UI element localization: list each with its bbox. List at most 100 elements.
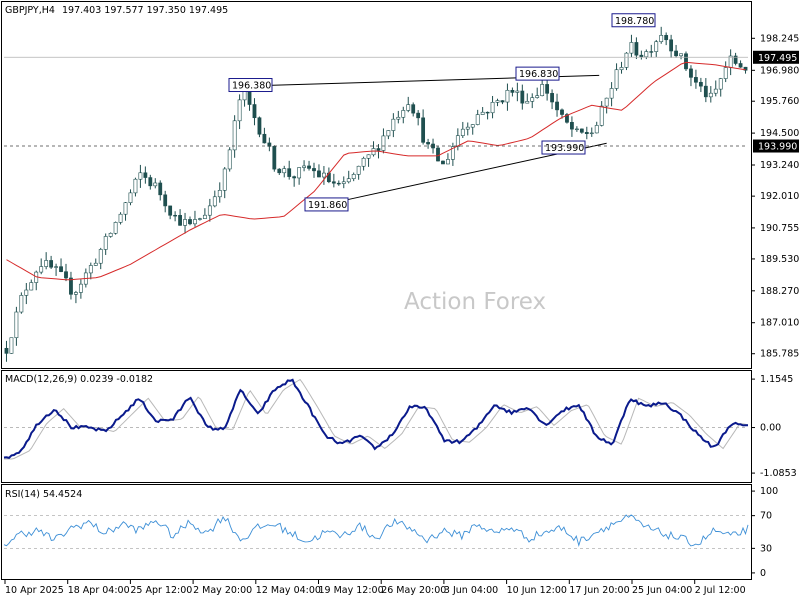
candle	[257, 116, 262, 138]
candle	[713, 80, 718, 97]
candle	[188, 216, 192, 226]
candle	[703, 78, 708, 103]
candle	[252, 98, 257, 126]
macd-axis-tick: 1.1545	[760, 374, 793, 385]
candle	[356, 165, 361, 180]
level-label-196.380: 196.380	[228, 78, 273, 93]
candle	[138, 164, 143, 188]
price-axis-tick: 194.500	[760, 128, 799, 139]
candle	[302, 160, 306, 172]
candle	[317, 164, 321, 178]
candle	[555, 93, 559, 117]
candle	[708, 86, 713, 103]
svg-text:193.990: 193.990	[758, 142, 797, 153]
candle	[4, 340, 9, 362]
candle	[599, 101, 604, 127]
macd-line	[3, 378, 748, 460]
time-axis-tick: 17 Jun 20:00	[569, 585, 629, 596]
rsi-axis-tick: 30	[760, 543, 772, 554]
candle	[361, 156, 366, 171]
candle	[133, 177, 138, 197]
candle	[123, 202, 128, 221]
candle	[118, 212, 123, 225]
candle	[336, 180, 341, 186]
candle	[545, 77, 550, 101]
rsi-line	[3, 514, 749, 548]
candle	[619, 61, 624, 74]
rsi-axis-tick: 0	[760, 568, 766, 579]
price-axis-tick: 190.755	[760, 223, 799, 234]
rsi-axis-tick: 100	[760, 486, 778, 497]
candle	[39, 258, 44, 275]
ohlc-values: 197.403 197.577 197.350 197.495	[62, 5, 228, 16]
candle	[108, 232, 113, 238]
time-axis-tick: 3 Jun 04:00	[444, 585, 498, 596]
candle	[29, 279, 34, 291]
candle	[287, 160, 292, 180]
candle	[664, 32, 669, 46]
candle	[292, 175, 297, 187]
sma-line	[6, 61, 746, 281]
candle	[579, 128, 584, 134]
candle	[262, 127, 267, 144]
candle	[460, 121, 465, 139]
candle	[698, 77, 703, 93]
price-panel	[1, 1, 752, 369]
candle	[98, 247, 103, 270]
level-label-191.860: 191.860	[304, 197, 349, 212]
price-axis-tick: 185.785	[760, 349, 799, 360]
time-axis-tick: 18 Apr 04:00	[68, 585, 130, 596]
price-axis-tick: 189.530	[760, 254, 799, 265]
candle	[659, 26, 664, 44]
time-axis-tick: 12 May 04:00	[256, 585, 321, 596]
candle	[227, 147, 232, 172]
candle	[475, 109, 480, 126]
candle	[689, 65, 693, 87]
candle	[168, 205, 173, 220]
rsi-label: RSI(14) 54.4524	[5, 489, 82, 500]
candle	[723, 61, 728, 83]
rsi-axis-tick: 70	[760, 511, 772, 522]
candle	[64, 263, 68, 282]
candle	[535, 87, 540, 99]
macd-panel	[1, 370, 752, 483]
candle	[297, 167, 302, 185]
candle	[88, 262, 93, 280]
candle	[198, 217, 202, 221]
candle	[103, 233, 108, 255]
candle	[436, 146, 440, 162]
candle	[738, 60, 743, 68]
level-label-196.830: 196.830	[515, 66, 560, 81]
candle	[312, 162, 316, 178]
candle	[684, 51, 688, 72]
candle	[341, 176, 346, 189]
candle	[624, 52, 629, 71]
candle	[158, 180, 163, 201]
candle	[78, 279, 83, 299]
candle	[143, 166, 148, 184]
symbol-label: GBPJPY,H4 197.403 197.577 197.350 197.49…	[5, 5, 228, 16]
candle	[9, 337, 14, 354]
candle	[629, 34, 634, 58]
macd-signal-line	[4, 378, 749, 460]
price-axis-tick: 198.245	[760, 33, 799, 44]
candle	[351, 172, 356, 182]
candle	[178, 209, 182, 226]
price-axis-tick: 196.980	[760, 65, 799, 76]
candle	[743, 66, 748, 74]
svg-text:197.495: 197.495	[758, 53, 797, 64]
candle	[426, 138, 430, 149]
candle	[416, 110, 421, 126]
candle	[366, 154, 371, 167]
time-axis-tick: 19 May 12:00	[319, 585, 384, 596]
watermark: Action Forex	[404, 289, 546, 315]
candle	[465, 122, 470, 136]
candle	[19, 292, 24, 314]
candle	[346, 170, 351, 184]
candle	[649, 44, 654, 58]
price-axis-tick: 193.240	[760, 160, 799, 171]
candle	[594, 121, 599, 134]
rsi-panel	[1, 484, 752, 580]
time-axis-tick: 2 May 20:00	[193, 585, 252, 596]
